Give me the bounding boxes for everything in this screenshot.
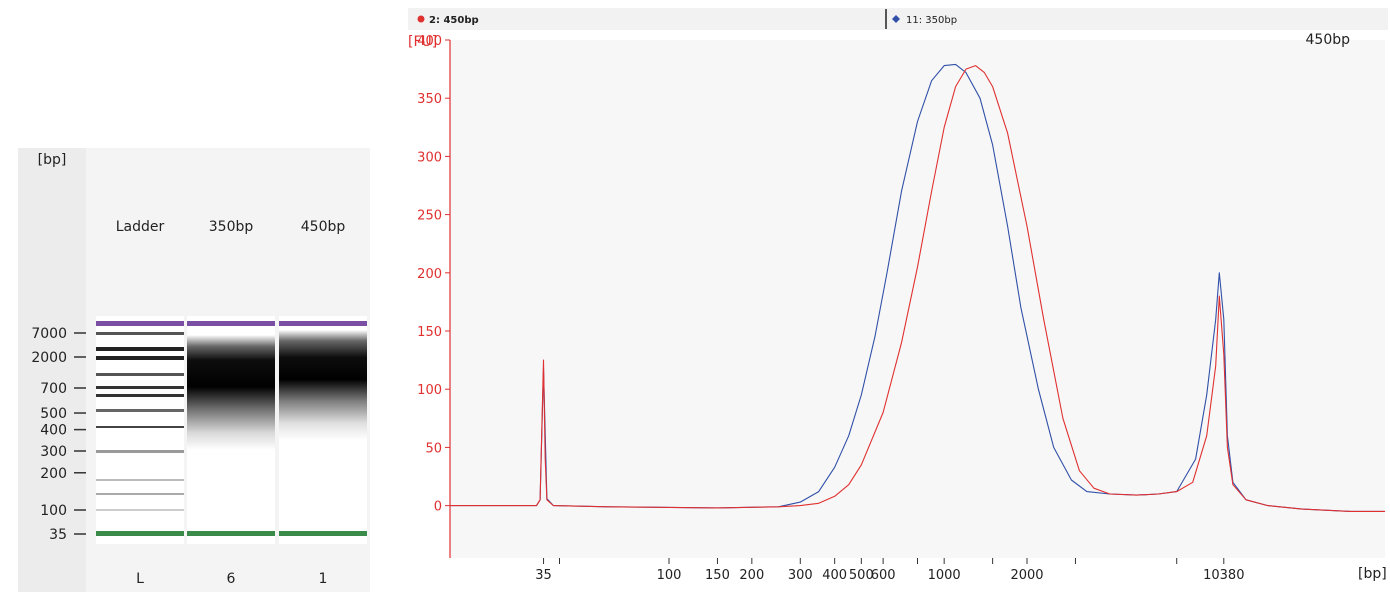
smear-350bp xyxy=(187,335,275,450)
gel-unit-label: [bp] xyxy=(38,152,67,168)
y-axis-label: [FU] xyxy=(408,34,437,50)
upper-marker-350bp xyxy=(187,321,275,326)
y-tick-label: 150 xyxy=(417,325,442,340)
lower-marker-450bp xyxy=(279,531,367,536)
legend-marker-350bp[interactable] xyxy=(892,15,900,23)
lane-footer-450bp: 1 xyxy=(319,571,328,587)
gel-size-label: 100 xyxy=(40,503,67,519)
y-tick-label: 100 xyxy=(417,383,442,398)
electropherogram: 2: 450bp 11: 350bp [FU] 450bp [bp] 0 50 10… xyxy=(408,8,1388,583)
gel-size-label: 35 xyxy=(49,527,67,543)
lane-header-ladder: Ladder xyxy=(116,219,165,235)
gel-size-label: 700 xyxy=(40,381,67,397)
ladder-band xyxy=(96,509,184,511)
ladder-band xyxy=(96,373,184,376)
x-tick-label: 100 xyxy=(657,568,682,583)
y-tick-label: 300 xyxy=(417,150,442,165)
y-tick-label: 50 xyxy=(425,441,442,456)
ladder-band xyxy=(96,450,184,453)
y-tick-label: 250 xyxy=(417,209,442,224)
ladder-band xyxy=(96,426,184,428)
sample-label: 450bp xyxy=(1306,32,1351,48)
ladder-band xyxy=(96,493,184,495)
x-tick-label: 200 xyxy=(739,568,764,583)
plot-area xyxy=(450,40,1385,558)
gel-size-label: 500 xyxy=(40,406,67,422)
lane-ladder xyxy=(96,316,184,544)
ladder-band xyxy=(96,347,184,351)
x-tick-label: 150 xyxy=(705,568,730,583)
ladder-bands xyxy=(96,332,184,511)
x-tick-label: 400 xyxy=(822,568,847,583)
gel-size-label: 2000 xyxy=(31,350,67,366)
x-tick-label: 1000 xyxy=(928,568,961,583)
lower-marker-ladder xyxy=(96,531,184,536)
gel-size-label: 300 xyxy=(40,444,67,460)
x-tick-label: 600 xyxy=(871,568,896,583)
lane-header-350bp: 350bp xyxy=(209,219,254,235)
y-tick-label: 0 xyxy=(434,500,442,515)
x-axis-label: [bp] xyxy=(1358,566,1387,582)
x-tick-label: 500 xyxy=(849,568,874,583)
x-tick-label: 10380 xyxy=(1203,568,1244,583)
y-tick-label: 350 xyxy=(417,92,442,107)
lane-footer-350bp: 6 xyxy=(227,571,236,587)
ladder-band xyxy=(96,479,184,481)
legend-label-350bp[interactable]: 11: 350bp xyxy=(906,15,957,26)
lower-marker-350bp xyxy=(187,531,275,536)
upper-marker-450bp xyxy=(279,321,367,326)
series-layer xyxy=(450,63,1385,512)
upper-marker-ladder xyxy=(96,321,184,326)
y-tick-label: 400 xyxy=(417,34,442,49)
legend-label-450bp[interactable]: 2: 450bp xyxy=(429,15,479,26)
ladder-band xyxy=(96,356,184,360)
gel-size-label: 200 xyxy=(40,466,67,482)
smear-450bp xyxy=(279,330,367,440)
series-line-2-450bp xyxy=(450,65,1385,512)
legend-dot-450bp[interactable] xyxy=(417,15,425,23)
lane-footer-ladder: L xyxy=(136,571,144,587)
ladder-band xyxy=(96,332,184,335)
gel-image: [bp] Ladder 350bp 450bp 7000 2000 700 50040… xyxy=(18,148,370,592)
lane-header-450bp: 450bp xyxy=(301,219,346,235)
x-tick-label: 35 xyxy=(535,568,552,583)
gel-size-label: 400 xyxy=(40,423,67,439)
x-tick-label: 2000 xyxy=(1010,568,1043,583)
y-axis: 0 50 100 150 200 250 300 350 400 xyxy=(417,34,451,558)
ladder-band xyxy=(96,394,184,397)
ladder-band xyxy=(96,386,184,389)
gel-size-label: 7000 xyxy=(31,326,67,342)
x-tick-label: 300 xyxy=(788,568,813,583)
ladder-band xyxy=(96,409,184,412)
gel-axis-strip xyxy=(18,148,86,592)
y-tick-label: 200 xyxy=(417,267,442,282)
